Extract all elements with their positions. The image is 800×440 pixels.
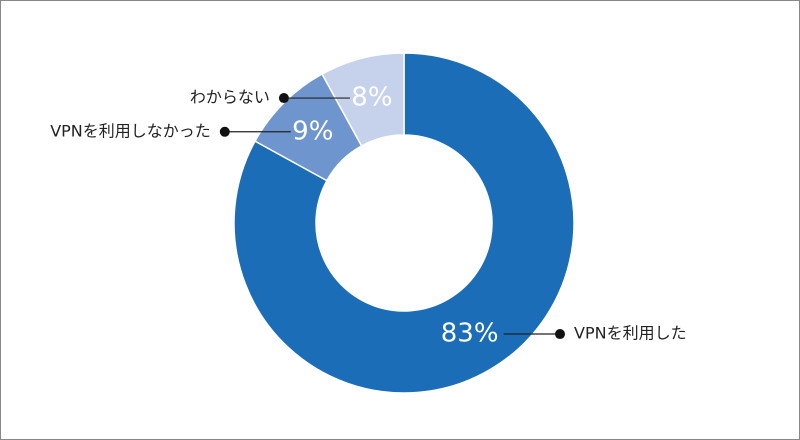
value-label: 8% — [351, 83, 392, 113]
leader-dot — [555, 329, 565, 340]
leader-dot — [278, 93, 289, 104]
category-label: VPNを利用した — [574, 324, 687, 343]
donut-segment — [233, 52, 575, 394]
category-label: VPNを利用しなかった — [50, 121, 211, 140]
value-label: 9% — [292, 116, 333, 146]
leader-dot — [219, 126, 230, 137]
category-label: わからない — [190, 88, 270, 107]
donut-segment — [321, 52, 405, 147]
value-label: 83% — [441, 319, 499, 349]
